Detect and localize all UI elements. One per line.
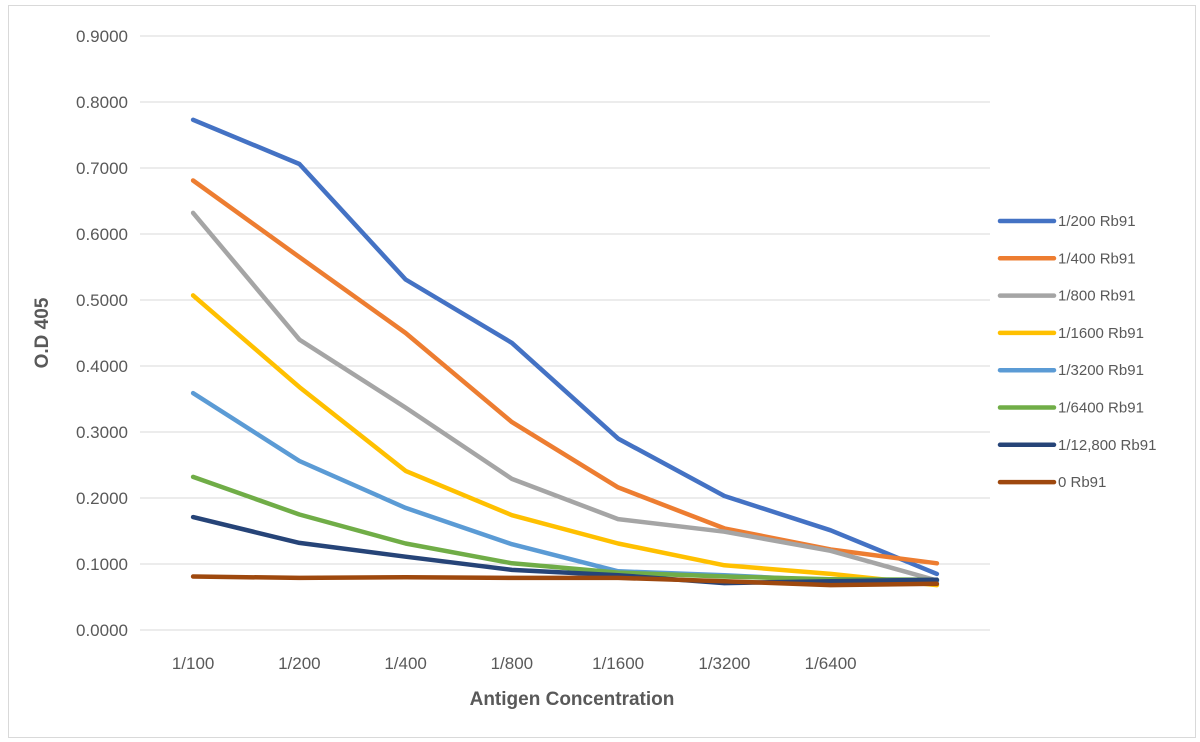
series-line-2 — [190, 210, 940, 583]
legend-entry: 1/800 Rb91 — [997, 288, 1136, 305]
legend: 1/200 Rb91 1/400 Rb91 1/800 Rb91 1/1600 Rb9… — [997, 213, 1156, 491]
x-tick-label: 1/3200 — [698, 654, 750, 673]
x-tick-label: 1/800 — [491, 654, 534, 673]
legend-label: 0 Rb91 — [1058, 474, 1106, 491]
legend-entry: 0 Rb91 — [997, 474, 1106, 491]
y-tick-label: 0.0000 — [76, 621, 128, 640]
series-line-3 — [190, 293, 940, 588]
y-tick-label: 0.7000 — [76, 159, 128, 178]
legend-entry: 1/12,800 Rb91 — [997, 437, 1156, 454]
legend-label: 1/1600 Rb91 — [1058, 325, 1144, 342]
series-line-6 — [190, 514, 940, 586]
legend-label: 1/6400 Rb91 — [1058, 400, 1144, 417]
y-axis-label: O.D 405 — [32, 297, 53, 368]
legend-label: 1/200 Rb91 — [1058, 213, 1136, 230]
legend-label: 1/800 Rb91 — [1058, 288, 1136, 305]
x-tick-label: 1/200 — [278, 654, 321, 673]
y-tick-label: 0.8000 — [76, 93, 128, 112]
y-tick-label: 0.1000 — [76, 555, 128, 574]
x-tick-label: 1/6400 — [805, 654, 857, 673]
series-line-7 — [190, 574, 940, 588]
y-tick-label: 0.4000 — [76, 357, 128, 376]
series-line-5 — [190, 474, 940, 583]
legend-label: 1/3200 Rb91 — [1058, 362, 1144, 379]
x-axis-label: Antigen Concentration — [470, 689, 675, 710]
legend-entry: 1/1600 Rb91 — [997, 325, 1144, 342]
legend-entry: 1/400 Rb91 — [997, 250, 1136, 267]
chart-frame — [8, 5, 1196, 738]
x-tick-label: 1/100 — [172, 654, 215, 673]
x-tick-label: 1/400 — [384, 654, 427, 673]
legend-entry: 1/3200 Rb91 — [997, 362, 1144, 379]
legend-entry: 1/200 Rb91 — [997, 213, 1136, 230]
series-line-1 — [190, 178, 940, 566]
x-axis-ticks: 1/100 1/200 1/400 1/800 1/1600 1/3200 1/6400 — [172, 654, 857, 673]
y-tick-label: 0.6000 — [76, 225, 128, 244]
x-tick-label: 1/1600 — [592, 654, 644, 673]
legend-label: 1/400 Rb91 — [1058, 250, 1136, 267]
y-tick-label: 0.5000 — [76, 291, 128, 310]
y-axis-ticks: 0.0000 0.1000 0.2000 0.3000 0.4000 0.5000 0.60… — [76, 27, 128, 640]
y-tick-label: 0.2000 — [76, 489, 128, 508]
gridlines — [140, 35, 990, 631]
series-line-4 — [190, 390, 940, 584]
legend-label: 1/12,800 Rb91 — [1058, 437, 1156, 454]
legend-entry: 1/6400 Rb91 — [997, 400, 1144, 417]
series-line-0 — [190, 117, 940, 577]
y-tick-label: 0.9000 — [76, 27, 128, 46]
y-tick-label: 0.3000 — [76, 423, 128, 442]
series-lines — [190, 117, 940, 588]
